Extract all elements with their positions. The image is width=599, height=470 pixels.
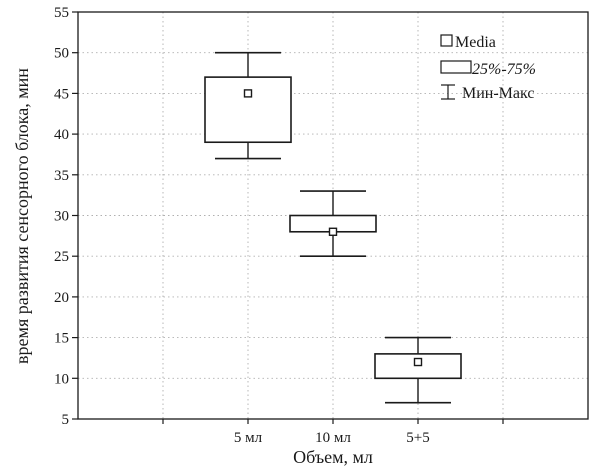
x-tick-label: 5+5 bbox=[406, 430, 429, 446]
y-tick-label: 55 bbox=[54, 5, 69, 21]
median-marker bbox=[328, 227, 338, 236]
y-tick-label: 45 bbox=[54, 86, 69, 102]
legend: Media 25%-75% Мин-Макс bbox=[440, 34, 536, 102]
iqr-box bbox=[204, 76, 292, 144]
y-tick-label: 5 bbox=[62, 412, 70, 428]
y-tick-label: 30 bbox=[54, 209, 69, 225]
median-marker bbox=[243, 89, 253, 98]
median-marker bbox=[413, 357, 423, 367]
y-tick-label: 15 bbox=[54, 331, 69, 347]
legend-label-box: 25%-75% bbox=[472, 61, 536, 78]
y-tick-label: 20 bbox=[54, 290, 69, 306]
box-group bbox=[374, 336, 462, 404]
y-tick-label: 10 bbox=[54, 371, 69, 387]
legend-median-symbol bbox=[440, 34, 453, 47]
y-tick-label: 50 bbox=[54, 46, 69, 62]
legend-box-symbol bbox=[440, 60, 472, 74]
legend-label-whisker: Мин-Макс bbox=[462, 85, 534, 102]
y-tick-label: 40 bbox=[54, 127, 69, 143]
box-group bbox=[204, 51, 292, 160]
x-axis-label: Объем, мл bbox=[293, 447, 373, 467]
y-tick-label: 25 bbox=[54, 249, 69, 265]
y-axis-label: время развития сенсорного блока, мин bbox=[12, 68, 32, 364]
x-tick-label: 5 мл bbox=[234, 430, 263, 446]
x-axis: 5 мл 10 мл 5+5 bbox=[162, 419, 504, 446]
legend-whisker-symbol bbox=[441, 84, 455, 100]
box-group bbox=[289, 190, 377, 258]
boxes bbox=[204, 51, 462, 404]
y-axis: 5 10 15 20 25 30 35 40 45 50 55 bbox=[54, 5, 78, 428]
y-tick-label: 35 bbox=[54, 168, 69, 184]
legend-label-median: Media bbox=[455, 34, 496, 51]
x-tick-label: 10 мл bbox=[315, 430, 351, 446]
